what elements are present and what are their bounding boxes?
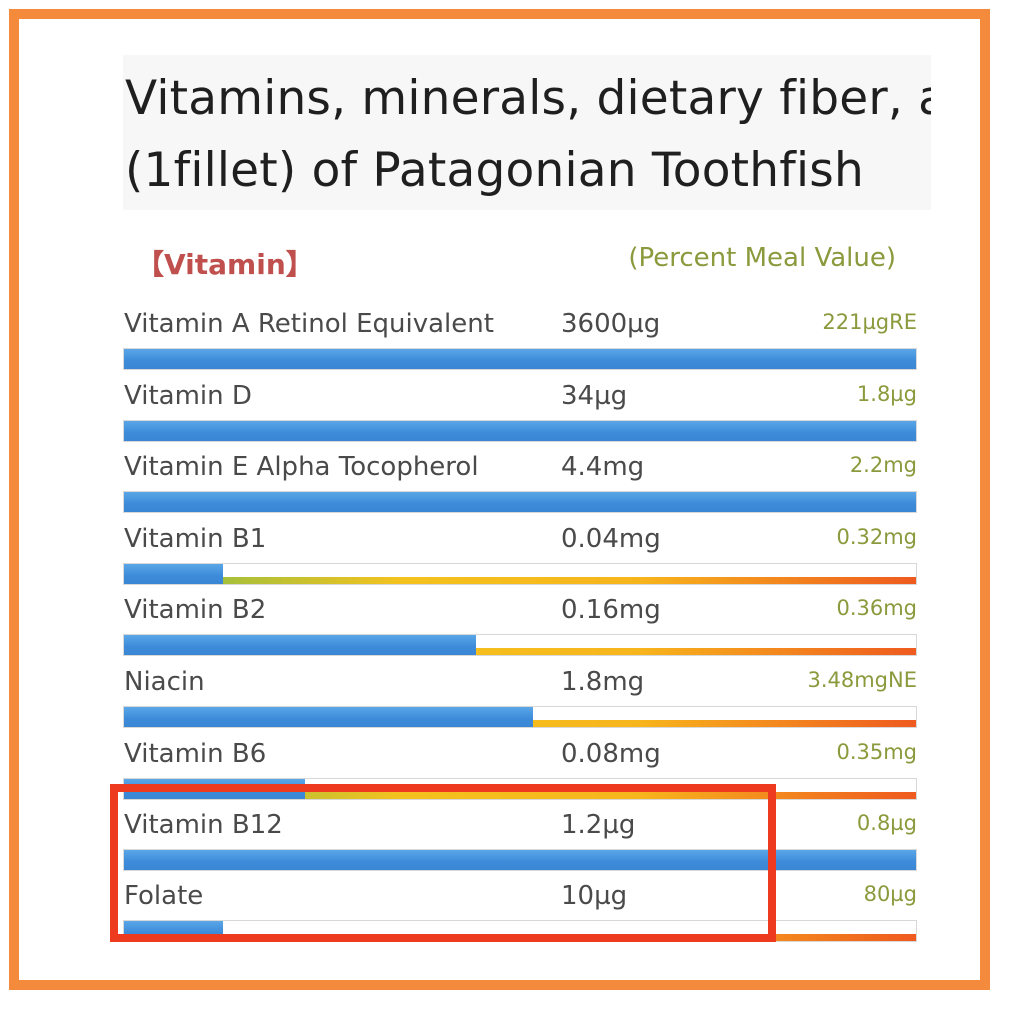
progress-gradient — [124, 648, 916, 655]
progress-fill — [124, 635, 476, 655]
progress-fill — [124, 921, 223, 941]
progress-track — [123, 920, 917, 942]
vitamin-amount: 1.2µg — [561, 810, 636, 840]
title-banner: Vitamins, minerals, dietary fiber, ar (1… — [123, 55, 931, 210]
progress-fill — [124, 779, 306, 799]
vitamin-name: Vitamin B2 — [124, 595, 267, 625]
vitamin-meal-value: 2.2mg — [849, 453, 917, 477]
vitamin-row-a: Vitamin A Retinol Equivalent 3600µg 221µ… — [123, 306, 917, 378]
progress-track — [123, 563, 917, 585]
progress-track — [123, 491, 917, 513]
vitamin-name: Folate — [124, 881, 204, 911]
vitamin-row-niacin: Niacin 1.8mg 3.48mgNE — [123, 664, 917, 736]
title-line-1: Vitamins, minerals, dietary fiber, ar — [125, 71, 931, 126]
vitamin-name: Niacin — [124, 667, 205, 697]
vitamin-name: Vitamin E Alpha Tocopherol — [124, 452, 479, 482]
vitamin-row-b1: Vitamin B1 0.04mg 0.32mg — [123, 521, 917, 593]
vitamin-name: Vitamin D — [124, 381, 252, 411]
progress-track — [123, 420, 917, 442]
progress-gradient — [124, 792, 916, 799]
vitamin-meal-value: 80µg — [863, 882, 917, 906]
vitamin-row-b6: Vitamin B6 0.08mg 0.35mg — [123, 736, 917, 808]
progress-track — [123, 778, 917, 800]
vitamin-row-folate: Folate 10µg 80µg — [123, 878, 917, 950]
progress-fill — [124, 421, 916, 441]
vitamin-amount: 0.08mg — [561, 739, 661, 769]
progress-track — [123, 706, 917, 728]
vitamin-amount: 34µg — [561, 381, 628, 411]
vitamin-meal-value: 1.8µg — [856, 382, 917, 406]
vitamin-meal-value: 0.32mg — [836, 525, 917, 549]
vitamin-meal-value: 0.8µg — [856, 811, 917, 835]
meal-value-header: (Percent Meal Value) — [628, 243, 896, 273]
vitamin-row-d: Vitamin D 34µg 1.8µg — [123, 378, 917, 450]
vitamin-amount: 3600µg — [561, 309, 661, 339]
vitamin-amount: 4.4mg — [561, 452, 645, 482]
vitamin-name: Vitamin B6 — [124, 739, 267, 769]
vitamin-meal-value: 0.36mg — [836, 596, 917, 620]
progress-fill — [124, 492, 916, 512]
vitamin-row-e: Vitamin E Alpha Tocopherol 4.4mg 2.2mg — [123, 449, 917, 521]
progress-gradient — [124, 934, 916, 941]
progress-fill — [124, 707, 534, 727]
progress-fill — [124, 850, 916, 870]
vitamin-name: Vitamin B12 — [124, 810, 283, 840]
progress-gradient — [124, 577, 916, 584]
progress-fill — [124, 349, 916, 369]
title-line-2: (1fillet) of Patagonian Toothfish — [125, 143, 864, 198]
vitamin-amount: 10µg — [561, 881, 628, 911]
progress-fill — [124, 564, 223, 584]
vitamin-name: Vitamin B1 — [124, 524, 267, 554]
progress-track — [123, 849, 917, 871]
vitamin-amount: 0.04mg — [561, 524, 661, 554]
vitamin-name: Vitamin A Retinol Equivalent — [124, 309, 494, 339]
vitamin-amount: 0.16mg — [561, 595, 661, 625]
vitamin-row-b12: Vitamin B12 1.2µg 0.8µg — [123, 807, 917, 879]
vitamin-meal-value: 221µgRE — [822, 310, 917, 334]
progress-track — [123, 634, 917, 656]
vitamin-meal-value: 3.48mgNE — [807, 668, 917, 692]
vitamin-amount: 1.8mg — [561, 667, 645, 697]
progress-track — [123, 348, 917, 370]
vitamin-meal-value: 0.35mg — [836, 740, 917, 764]
vitamin-row-b2: Vitamin B2 0.16mg 0.36mg — [123, 592, 917, 664]
section-label-vitamin: 【Vitamin】 — [136, 248, 314, 281]
